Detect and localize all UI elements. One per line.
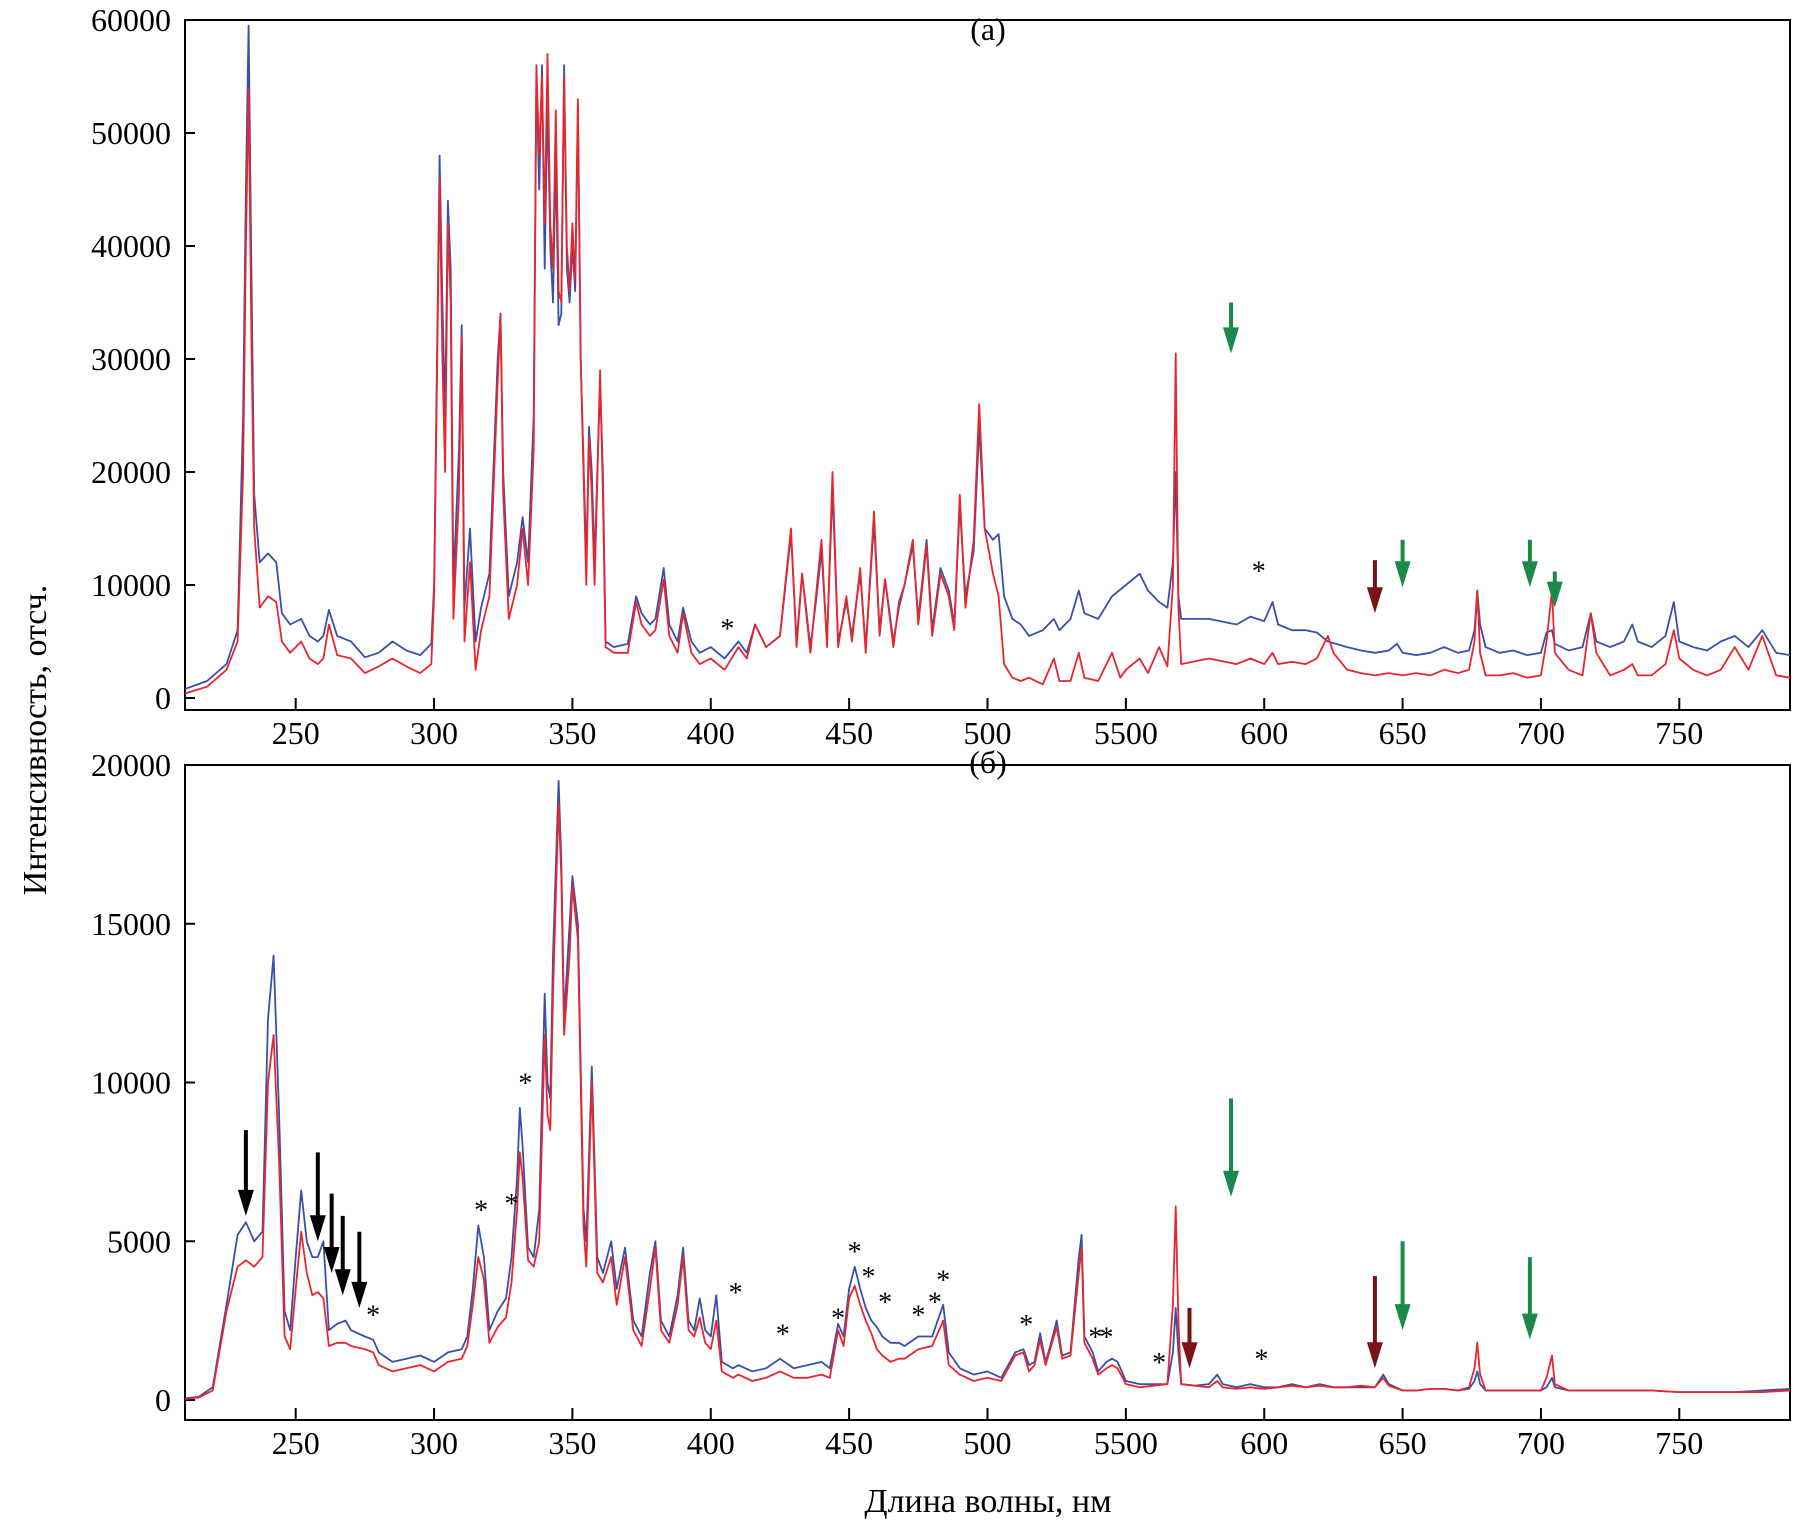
- panel-b-x-tick-label: 250: [272, 1425, 320, 1461]
- panel-b-asterisk-marker: *: [1099, 1323, 1113, 1354]
- panel-a-x-tick-label: 650: [1379, 715, 1427, 751]
- panel-a-green-arrow-icon: [1394, 539, 1411, 588]
- panel-b-red-arrow-head: [1366, 1342, 1383, 1369]
- panel-a-green-arrow-icon: [1546, 571, 1563, 608]
- panel-b-y-tick-label: 20000: [91, 747, 171, 783]
- panel-b-asterisk-marker: *: [911, 1300, 925, 1331]
- panel-b-black-arrow-head: [309, 1215, 326, 1242]
- panel-b-x-tick-label: 400: [687, 1425, 735, 1461]
- panel-b-y-tick-label: 0: [155, 1382, 171, 1418]
- panel-a-x-tick-label: 500: [964, 715, 1012, 751]
- panel-b-green-arrow-icon: [1394, 1241, 1411, 1331]
- panel-b-green-arrow-head: [1223, 1170, 1240, 1197]
- panel-a-x-tick-label: 250: [272, 715, 320, 751]
- panel-a-series-red-line: [184, 53, 1791, 695]
- panel-b-red-arrow-icon: [1181, 1307, 1198, 1369]
- panel-b-asterisk-marker: *: [729, 1278, 743, 1309]
- panel-b-green-arrow-head: [1521, 1313, 1538, 1340]
- panel-b-green-arrow-head: [1394, 1304, 1411, 1331]
- panel-a-frame: [184, 19, 1791, 711]
- panel-b-asterisk-marker: *: [474, 1196, 488, 1227]
- panel-b-black-arrow-icon: [334, 1215, 351, 1296]
- panel-b-chart: (б) 250 300 350 400 450 500 5500 600 650 700 750 0 5…: [91, 744, 1791, 1461]
- panel-b-black-arrow-icon: [323, 1193, 340, 1273]
- panel-b-red-arrow-head: [1181, 1342, 1198, 1369]
- panel-a-y-tick-label: 20000: [91, 454, 171, 490]
- panel-a-chart: (а) 250 300 350 400 450 500 5500 600 650 700 750 0 1…: [91, 2, 1791, 751]
- panel-b-asterisk-marker: *: [505, 1189, 519, 1220]
- panel-b-asterisk-marker: *: [848, 1237, 862, 1268]
- panel-a-x-tick-label: 750: [1655, 715, 1703, 751]
- panel-a-asterisk-marker: *: [1252, 556, 1266, 587]
- panel-b-asterisk-marker: *: [776, 1319, 790, 1350]
- panel-b-green-arrow-icon: [1521, 1257, 1538, 1340]
- panel-b-x-tick-label: 300: [410, 1425, 458, 1461]
- panel-b-frame: [184, 764, 1791, 1421]
- panel-b-y-tick-label: 5000: [107, 1223, 171, 1259]
- panel-a-x-tick-label: 300: [410, 715, 458, 751]
- panel-a-green-arrow-icon: [1521, 539, 1538, 588]
- panel-a-y-tick-label: 10000: [91, 567, 171, 603]
- panel-b-black-arrow-icon: [237, 1130, 254, 1216]
- panel-b-x-tick-label: 700: [1517, 1425, 1565, 1461]
- panel-b-asterisk-marker: *: [1019, 1310, 1033, 1341]
- panel-b-x-tick-label: 450: [825, 1425, 873, 1461]
- panel-a-green-arrow-icon: [1223, 302, 1240, 354]
- panel-a-label: (а): [970, 11, 1006, 47]
- panel-b-asterisk-marker: *: [831, 1303, 845, 1334]
- panel-b-black-arrow-icon: [351, 1231, 368, 1308]
- panel-b-x-tick-label: 350: [548, 1425, 596, 1461]
- panel-a-green-arrow-head: [1223, 327, 1240, 354]
- panel-a-y-tick-label: 30000: [91, 341, 171, 377]
- panel-b-x-tick-label: 750: [1655, 1425, 1703, 1461]
- panel-a-y-tick-label: 60000: [91, 2, 171, 38]
- panel-b-green-arrow-icon: [1223, 1098, 1240, 1197]
- panel-a-green-arrow-head: [1394, 561, 1411, 588]
- panel-b-red-arrow-icon: [1366, 1276, 1383, 1369]
- panel-b-asterisk-marker: *: [862, 1262, 876, 1293]
- panel-b-asterisk-marker: *: [1088, 1323, 1102, 1354]
- panel-a-x-tick-label: 5500: [1094, 715, 1158, 751]
- panel-b-series-red-line: [184, 802, 1791, 1400]
- panel-b-black-arrow-head: [237, 1189, 254, 1216]
- panel-a-y-tick-label: 0: [155, 680, 171, 716]
- y-axis-title: Интенсивность, отсч.: [17, 585, 54, 896]
- panel-b-x-tick-label: 600: [1240, 1425, 1288, 1461]
- panel-a-y-tick-label: 40000: [91, 228, 171, 264]
- panel-b-x-tick-label: 5500: [1094, 1425, 1158, 1461]
- panel-a-x-tick-label: 700: [1517, 715, 1565, 751]
- panel-b-asterisk-marker: *: [878, 1288, 892, 1319]
- panel-b-asterisk-marker: *: [366, 1300, 380, 1331]
- panel-b-label: (б): [969, 744, 1007, 780]
- panel-b-black-arrow-head: [351, 1281, 368, 1308]
- panel-b-black-arrow-icon: [309, 1152, 326, 1242]
- panel-a-red-arrow-icon: [1366, 560, 1383, 614]
- panel-b-y-tick-label: 10000: [91, 1065, 171, 1101]
- x-axis-title: Длина волны, нм: [864, 1483, 1111, 1520]
- panel-b-asterisk-marker: *: [518, 1069, 532, 1100]
- panel-b-x-tick-label: 500: [964, 1425, 1012, 1461]
- panel-a-green-arrow-head: [1521, 561, 1538, 588]
- panel-a-red-arrow-head: [1366, 587, 1383, 614]
- panel-b-asterisk-marker: *: [928, 1288, 942, 1319]
- panel-b-asterisk-marker: *: [1254, 1345, 1268, 1376]
- panel-b-black-arrow-head: [323, 1247, 340, 1273]
- panel-b-asterisk-marker: *: [936, 1265, 950, 1296]
- panel-a-x-tick-label: 450: [825, 715, 873, 751]
- panel-b-y-tick-label: 15000: [91, 906, 171, 942]
- panel-a-x-tick-label: 600: [1240, 715, 1288, 751]
- panel-b-asterisk-marker: *: [1152, 1348, 1166, 1379]
- panel-a-asterisk-marker: *: [720, 614, 734, 645]
- panel-b-x-tick-label: 650: [1379, 1425, 1427, 1461]
- panel-a-x-tick-label: 400: [687, 715, 735, 751]
- panel-a-y-tick-label: 50000: [91, 115, 171, 151]
- panel-b-series-blue-line: [184, 780, 1791, 1400]
- panel-a-x-tick-label: 350: [548, 715, 596, 751]
- panel-b-black-arrow-head: [334, 1269, 351, 1296]
- panel-a-green-arrow-head: [1546, 581, 1563, 608]
